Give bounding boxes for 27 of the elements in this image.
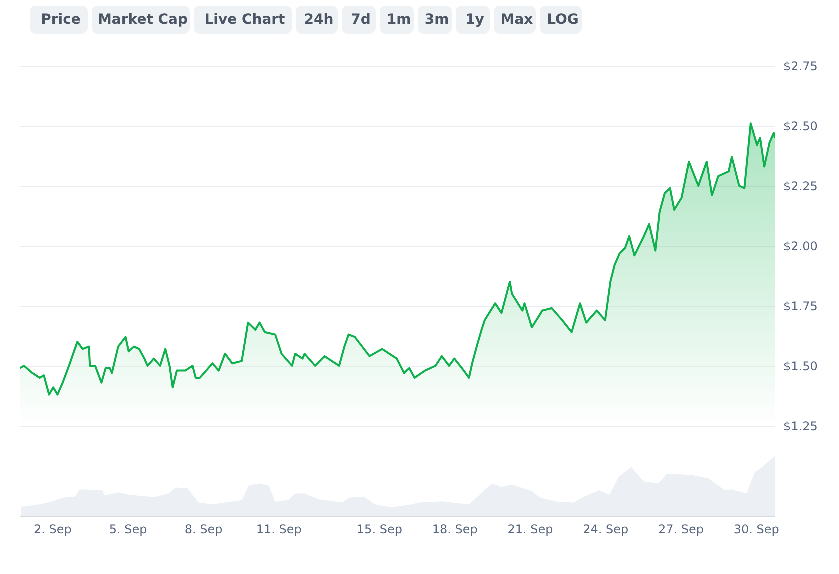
text: 1m <box>386 12 412 28</box>
text: Live Chart <box>204 12 286 28</box>
y-tick-label: $2.25 <box>784 180 818 194</box>
y-tick-label: $2.75 <box>784 60 818 74</box>
y-tick-label: $1.50 <box>784 360 818 374</box>
text: Price <box>41 12 81 28</box>
x-tick-label: 21. Sep <box>508 522 554 536</box>
x-tick-label: 11. Sep <box>256 522 302 536</box>
y-tick-label: $1.75 <box>784 300 818 314</box>
text: LOG <box>547 12 579 28</box>
text: 1y <box>466 12 484 28</box>
text: 3m <box>424 12 450 28</box>
text: Market Cap <box>98 12 188 28</box>
y-tick-label: $2.50 <box>784 120 818 134</box>
x-tick-label: 30. Sep <box>734 522 780 536</box>
text: Max <box>500 12 534 28</box>
x-tick-label: 2. Sep <box>34 522 72 536</box>
y-tick-label: $2.00 <box>784 240 818 254</box>
x-tick-label: 5. Sep <box>109 522 148 536</box>
text: 24h <box>304 12 334 28</box>
y-tick-label: $1.25 <box>784 420 818 434</box>
x-tick-label: 27. Sep <box>658 522 704 536</box>
x-tick-label: 18. Sep <box>432 522 478 536</box>
x-tick-label: 15. Sep <box>356 522 402 536</box>
x-tick-label: 24. Sep <box>583 522 629 536</box>
x-tick-label: 8. Sep <box>184 522 223 536</box>
text: 7d <box>351 12 371 28</box>
